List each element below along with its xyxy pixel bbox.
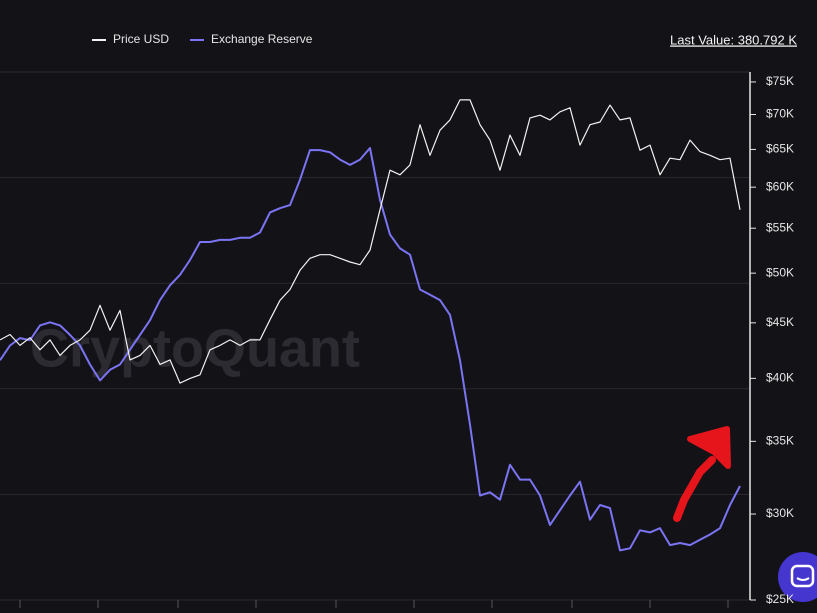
legend-label: Exchange Reserve — [211, 32, 313, 46]
series-line — [0, 99, 741, 384]
legend: Price USD Exchange Reserve — [92, 32, 313, 46]
y-tick-label: $40K — [766, 371, 794, 385]
series-line — [0, 147, 741, 552]
arrow-shaft — [673, 456, 716, 522]
chat-button[interactable] — [778, 552, 817, 602]
y-tick-label: $75K — [766, 74, 794, 88]
lines — [0, 99, 741, 552]
y-tick-label: $25K — [766, 592, 794, 606]
chat-smile — [796, 577, 810, 581]
chat-icon — [790, 564, 815, 588]
y-tick-label: $35K — [766, 434, 794, 448]
x-ticks — [19, 600, 729, 608]
y-tick-label: $65K — [766, 142, 794, 156]
y-tick-label: $70K — [766, 107, 794, 121]
y-tick-label: $45K — [766, 315, 794, 329]
y-tick-label: $50K — [766, 265, 794, 279]
y-tick-label: $60K — [766, 179, 794, 193]
chat-circle[interactable] — [778, 552, 817, 602]
y-tick-label: $55K — [766, 220, 794, 234]
watermark: CryptoQuant — [30, 318, 360, 378]
annotation-arrow — [673, 426, 731, 522]
last-value[interactable]: Last Value: 380.792 K — [670, 32, 797, 47]
arrow-head — [687, 426, 731, 469]
legend-label: Price USD — [113, 32, 169, 46]
y-tick-label: $30K — [766, 506, 794, 520]
